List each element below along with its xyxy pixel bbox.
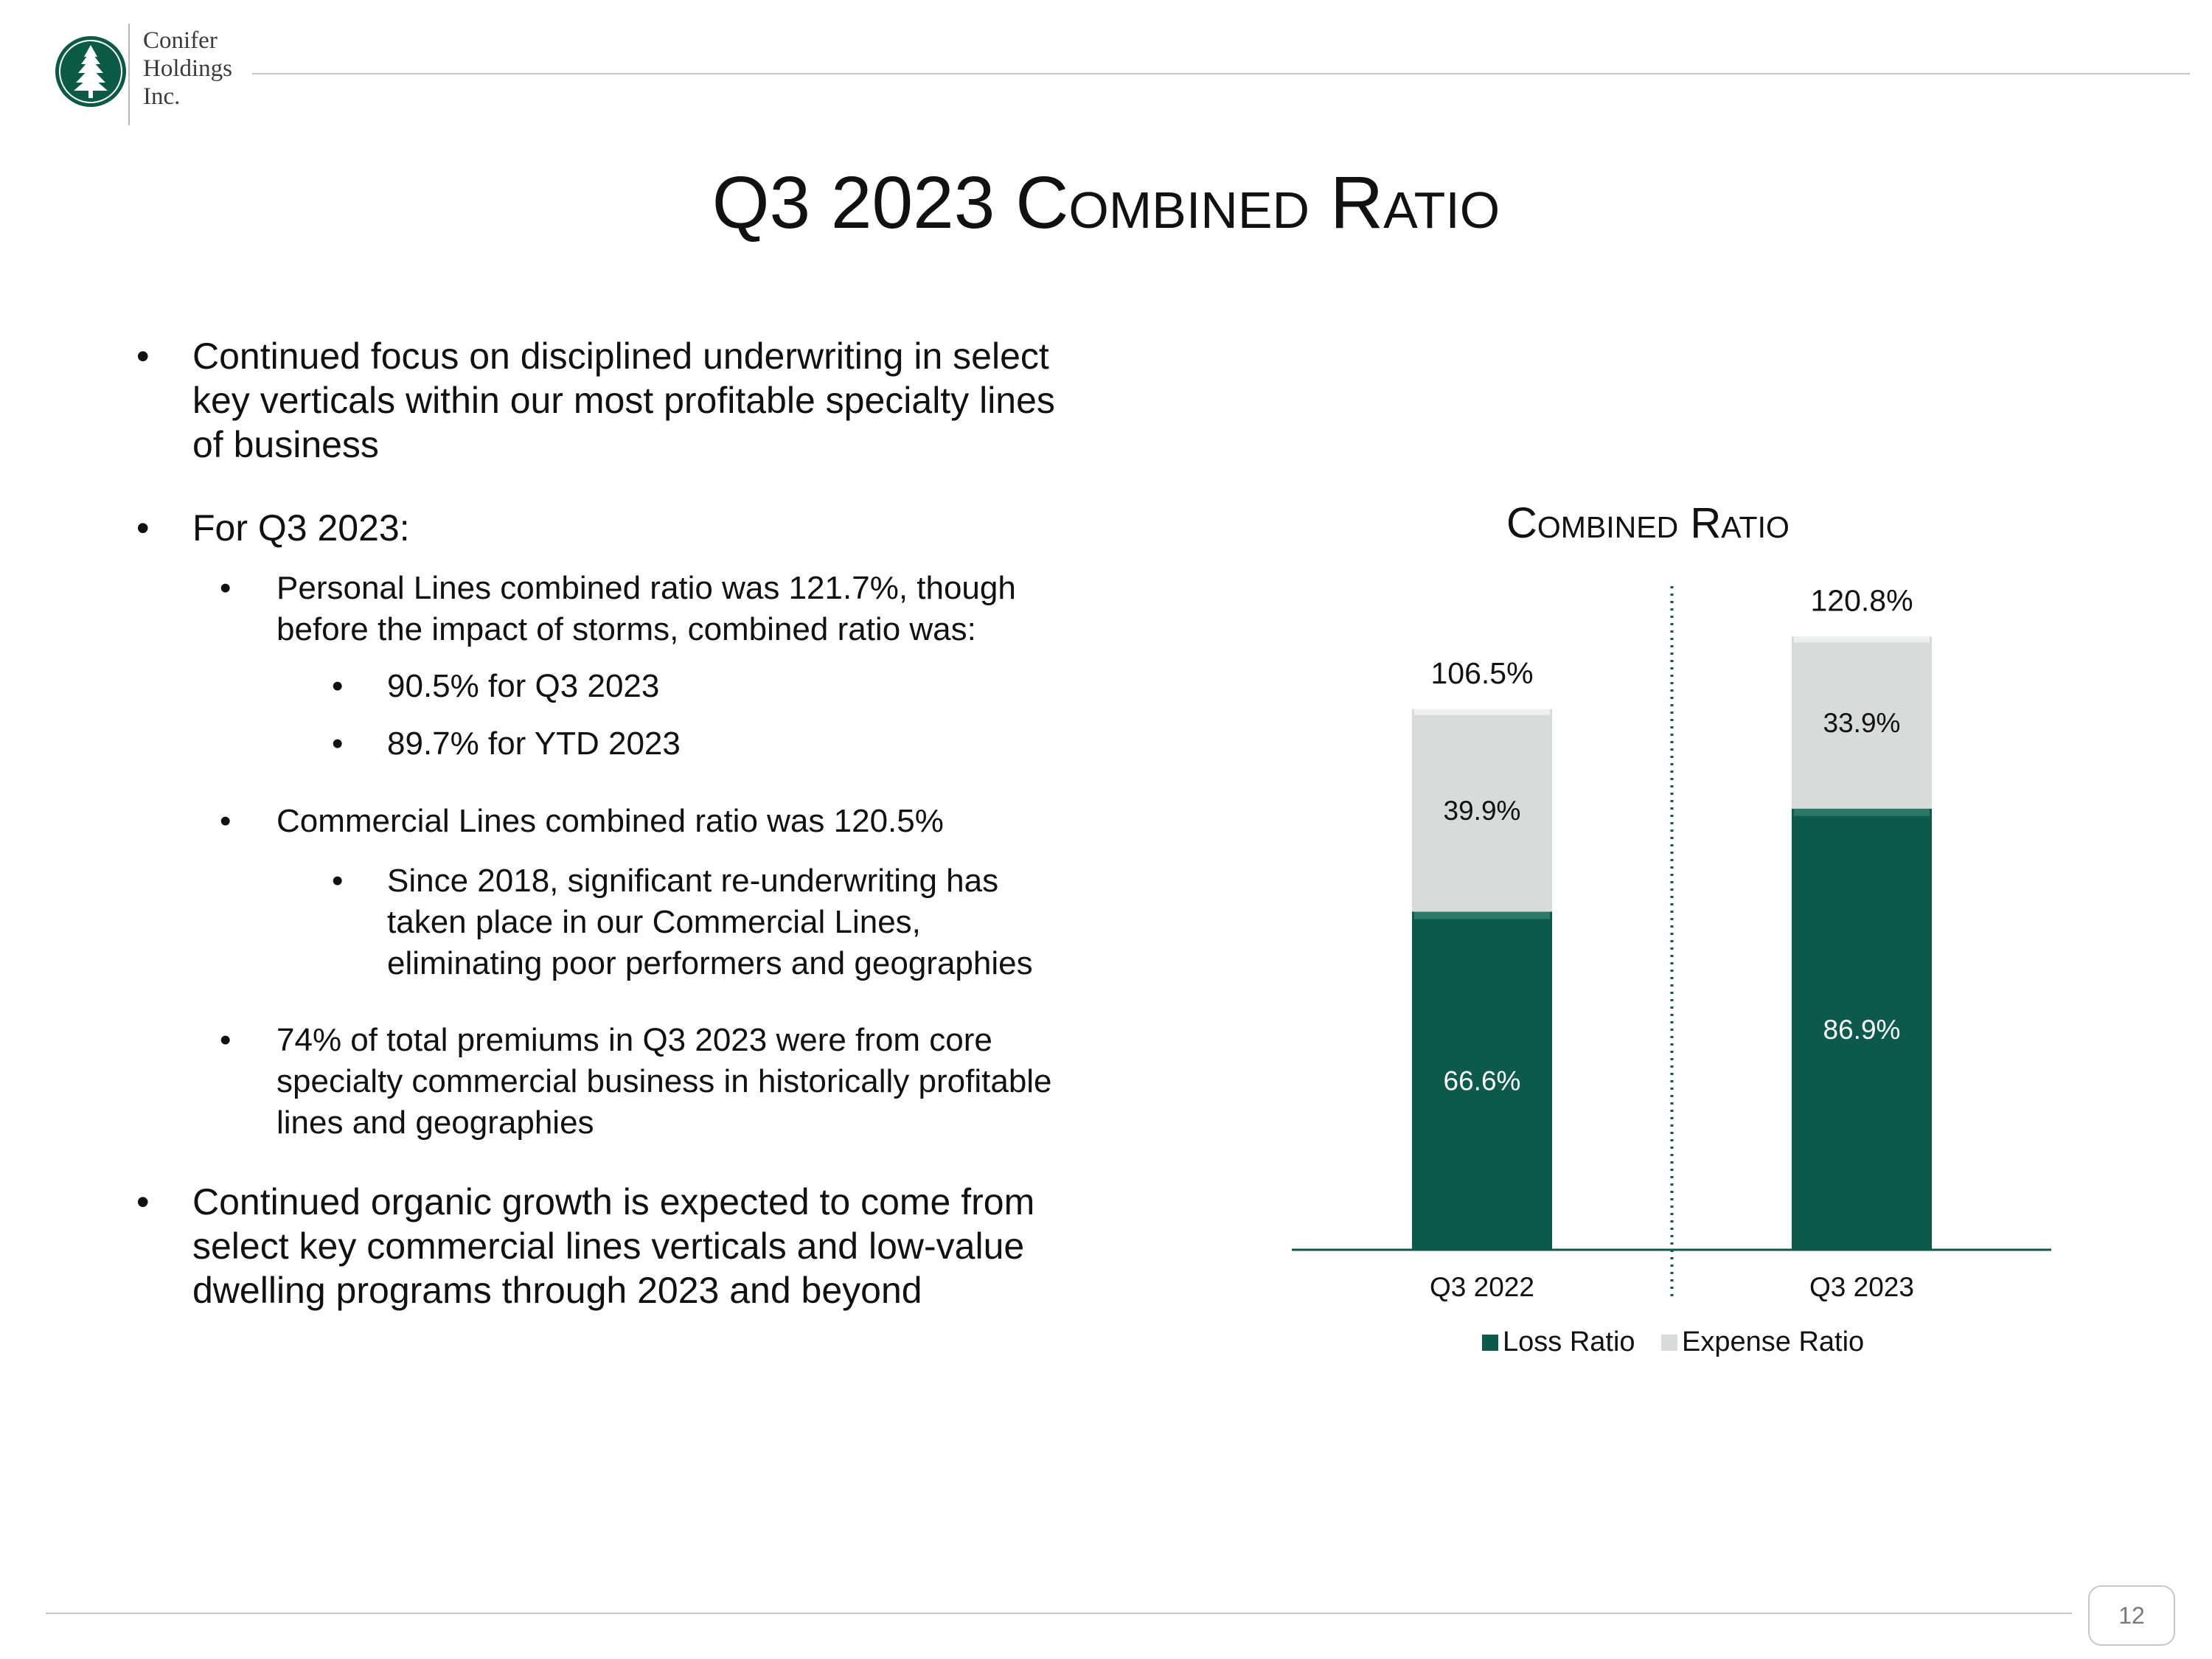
bullet-marker: • [220,1022,232,1058]
bullet-marker: • [332,863,344,899]
bullet-marker: • [136,507,150,549]
chart-title: Combined Ratio [1506,499,1790,547]
bullet-text: lines and geographies [276,1105,594,1141]
bullet-marker: • [136,335,150,377]
conifer-tree-icon [55,36,126,107]
legend-swatch-loss-ratio [1482,1335,1498,1351]
x-tick-label: Q3 2022 [1430,1272,1534,1302]
legend-swatch-expense-ratio [1661,1335,1677,1351]
bullet-text: select key commercial lines verticals an… [192,1225,1025,1267]
slide-title-small-caps: Combined Ratio [1015,161,1500,244]
data-label-total: 106.5% [1430,656,1533,690]
bullet-text: Continued focus on disciplined underwrit… [192,335,1049,377]
bullet-marker: • [332,668,344,704]
bullet-text: 74% of total premiums in Q3 2023 were fr… [276,1022,992,1058]
bullet-list: • Continued focus on disciplined underwr… [0,0,1150,1364]
data-label-total: 120.8% [1810,583,1913,617]
bullet-text: 90.5% for Q3 2023 [387,668,660,704]
logo-divider [128,24,130,125]
bar-expense-ratio-highlight [1794,636,1930,643]
bullet-marker: • [220,803,232,839]
bar-expense-ratio [1792,636,1932,809]
bullet-text: dwelling programs through 2023 and beyon… [192,1270,922,1311]
logo-line-3: Inc. [143,83,181,110]
bullet-text: key verticals within our most profitable… [192,380,1055,421]
data-label-expense-ratio: 33.9% [1823,708,1901,738]
page-number: 12 [2088,1585,2175,1646]
bar-loss-ratio [1412,911,1552,1250]
bullet-text: Commercial Lines combined ratio was 120.… [276,803,944,839]
bar-loss-ratio-highlight [1794,808,1930,816]
data-label-expense-ratio: 39.9% [1444,796,1521,826]
bullet-text: specialty commercial business in histori… [276,1063,1052,1099]
company-logo: Conifer Holdings Inc. [50,22,257,125]
x-tick-label: Q3 2023 [1809,1272,1914,1302]
data-label-loss-ratio: 66.6% [1444,1066,1521,1096]
slide-title-lead: Q3 2023 [712,161,1016,244]
bar-loss-ratio [1792,808,1932,1250]
logo-line-1: Conifer [143,27,218,54]
bar-loss-ratio-highlight [1414,911,1550,919]
combined-ratio-chart: 66.6% 39.9% 106.5% Q3 2022 86.9% 33.9% 120.8% Q… [1292,583,2051,1302]
bullet-text: taken place in our Commercial Lines, [387,904,921,940]
bullet-text: 89.7% for YTD 2023 [387,726,681,762]
footer-rule [46,1613,2072,1614]
bullet-text: Continued organic growth is expected to … [192,1181,1035,1222]
bar-expense-ratio [1412,709,1552,912]
bullet-text: before the impact of storms, combined ra… [276,611,976,647]
bullet-marker: • [332,726,344,762]
header-rule [252,73,2190,74]
data-label-loss-ratio: 86.9% [1823,1015,1901,1045]
slide-title: Q3 2023 Combined Ratio [0,159,2212,247]
bullet-marker: • [220,570,232,606]
logo-wordmark: Conifer Holdings Inc. [143,27,276,111]
bullet-text: For Q3 2023: [192,507,410,549]
bar-expense-ratio-highlight [1414,709,1550,715]
bullet-marker: • [136,1181,150,1222]
legend-label: Expense Ratio [1682,1326,1865,1357]
bullet-text: Since 2018, significant re-underwriting … [387,863,999,899]
bullet-text: Personal Lines combined ratio was 121.7%… [276,570,1016,606]
bullet-text: of business [192,424,379,465]
bullet-text: eliminating poor performers and geograph… [387,945,1033,981]
legend-label: Loss Ratio [1503,1326,1635,1357]
logo-line-2: Holdings [143,55,233,82]
